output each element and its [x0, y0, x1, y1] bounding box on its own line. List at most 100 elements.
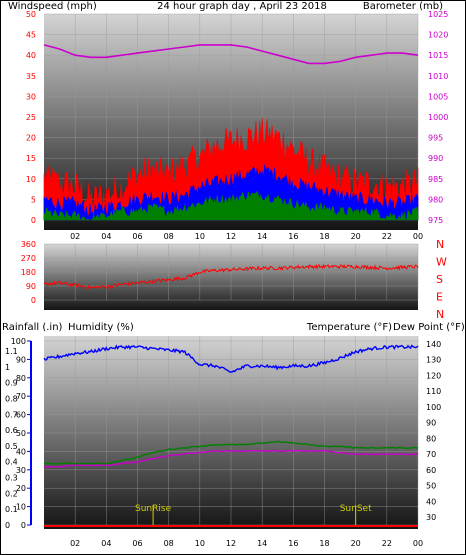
humidity-tick-label: 50	[16, 429, 26, 438]
barometer-tick-label: 1005	[428, 92, 448, 101]
hour-tick-label: 18	[319, 539, 329, 548]
temperature-tick-label: 50	[426, 482, 436, 491]
direction-degree-label: 180	[21, 268, 36, 277]
dewpoint-line	[43, 449, 419, 468]
hour-tick-label: 22	[382, 232, 392, 241]
humidity-tick-labels: 0 10 20 30 40 50 60 70 80 90 100	[11, 337, 32, 530]
hour-tick-label: 06	[132, 232, 142, 241]
humidity-tick-label: 90	[16, 355, 26, 364]
sun-markers: SunRise SunSet	[135, 504, 372, 525]
rainfall-axis-title: Rainfall (.in)	[2, 322, 63, 333]
humidity-axis-title: Humidity (%)	[68, 322, 134, 333]
barometer-axis-title: Barometer (mb)	[363, 1, 443, 12]
barometer-tick-label: 1015	[428, 51, 448, 60]
barometer-tick-label: 980	[428, 195, 443, 204]
hour-tick-label: 10	[195, 539, 205, 548]
dewpoint-axis-title: Dew Point (°F)	[393, 322, 465, 333]
wind-area-series-2	[43, 190, 419, 222]
climate-panel: Rainfall (.in) Humidity (%) Temperature …	[2, 322, 465, 548]
humidity-tick-label: 80	[16, 374, 26, 383]
temperature-tick-label: 130	[426, 356, 441, 365]
direction-series	[43, 263, 419, 290]
hour-tick-label: 10	[195, 232, 205, 241]
rainfall-tick-label: 0.1	[5, 505, 18, 514]
humidity-tick-label: 0	[21, 521, 26, 530]
barometer-tick-label: 975	[428, 216, 443, 225]
hour-tick-label: 20	[351, 539, 361, 548]
wind-series	[43, 44, 419, 222]
barometer-tick-label: 1010	[428, 72, 448, 81]
hour-tick-label: 14	[257, 232, 267, 241]
temperature-tick-label: 60	[426, 466, 436, 475]
barometer-line	[43, 44, 419, 65]
hour-tick-label: 12	[226, 539, 236, 548]
windspeed-tick-label: 15	[26, 154, 36, 163]
windspeed-tick-label: 5	[31, 195, 36, 204]
humidity-tick-label: 20	[16, 484, 26, 493]
hour-tick-label: 14	[257, 539, 267, 548]
wind-hour-tick-labels: 02 04 06 08 10 12 14 16 18 20 22 00	[70, 232, 423, 241]
humidity-tick-label: 70	[16, 392, 26, 401]
wind-panel: Windspeed (mph) 24 hour graph day , Apri…	[8, 1, 448, 241]
hour-tick-label: 22	[382, 539, 392, 548]
direction-degree-labels: 0 90 180 270 360	[21, 240, 36, 305]
rainfall-tick-label: 1	[5, 363, 10, 372]
windspeed-tick-label: 10	[26, 175, 36, 184]
rainfall-tick-label: 1.1	[5, 347, 18, 356]
rainfall-tick-label: 0.7	[5, 410, 18, 419]
direction-degree-label: 90	[26, 282, 36, 291]
rainfall-tick-label: 0.2	[5, 489, 18, 498]
rainfall-tick-label: 0.4	[5, 458, 18, 467]
hour-tick-label: 04	[101, 539, 111, 548]
barometer-tick-label: 1000	[428, 113, 448, 122]
barometer-tick-label: 990	[428, 154, 443, 163]
rainfall-tick-label: 0.9	[5, 379, 18, 388]
temperature-tick-label: 70	[426, 450, 436, 459]
direction-degree-label: 360	[21, 240, 36, 249]
windspeed-tick-label: 35	[26, 72, 36, 81]
windspeed-tick-label: 30	[26, 92, 36, 101]
humidity-tick-label: 10	[16, 503, 26, 512]
temperature-tick-label: 100	[426, 403, 441, 412]
barometer-tick-labels: 975 980 985 990 995 1000 1005 1010 1015 1020 1025	[428, 10, 448, 225]
temperature-tick-label: 40	[426, 497, 436, 506]
temperature-axis-title: Temperature (°F)	[306, 322, 392, 333]
temperature-line	[44, 440, 419, 465]
hour-tick-label: 00	[413, 539, 423, 548]
temperature-tick-labels: 30 40 50 60 70 80 90 100 110 120 130 140	[426, 340, 441, 522]
barometer-tick-label: 1025	[428, 10, 448, 19]
temperature-tick-label: 110	[426, 387, 441, 396]
temperature-tick-label: 30	[426, 513, 436, 522]
windspeed-tick-label: 0	[31, 216, 36, 225]
hour-tick-label: 04	[101, 232, 111, 241]
rainfall-tick-label: 0.6	[5, 426, 18, 435]
humidity-tick-label: 100	[11, 337, 26, 346]
rainfall-tick-label: 0.5	[5, 442, 18, 451]
hour-tick-label: 02	[70, 232, 80, 241]
compass-label: N	[436, 308, 444, 321]
humidity-tick-label: 30	[16, 466, 26, 475]
temperature-tick-label: 90	[426, 419, 436, 428]
hour-tick-label: 20	[351, 232, 361, 241]
climate-hour-tick-labels: 02 04 06 08 10 12 14 16 18 20 22 00	[70, 539, 423, 548]
direction-grid	[44, 243, 419, 301]
humidity-tick-label: 60	[16, 411, 26, 420]
direction-degree-label: 270	[21, 254, 36, 263]
temperature-tick-label: 120	[426, 371, 441, 380]
compass-label: S	[436, 273, 443, 286]
chart-title: 24 hour graph day , April 23 2018	[157, 1, 327, 12]
windspeed-tick-labels: 0 5 10 15 20 25 30 35 40 45 50	[26, 10, 36, 225]
windspeed-tick-label: 40	[26, 51, 36, 60]
hour-tick-label: 08	[164, 539, 174, 548]
barometer-tick-label: 995	[428, 134, 443, 143]
hour-tick-label: 00	[413, 232, 423, 241]
wind-direction-line	[43, 263, 419, 290]
compass-label: W	[436, 256, 447, 269]
hour-tick-label: 16	[288, 539, 298, 548]
rainfall-tick-labels: 0 0.1 0.2 0.3 0.4 0.5 0.6 0.7 0.8 0.9 1 1.1	[5, 347, 18, 530]
hour-tick-label: 16	[288, 232, 298, 241]
humidity-line	[43, 344, 419, 373]
